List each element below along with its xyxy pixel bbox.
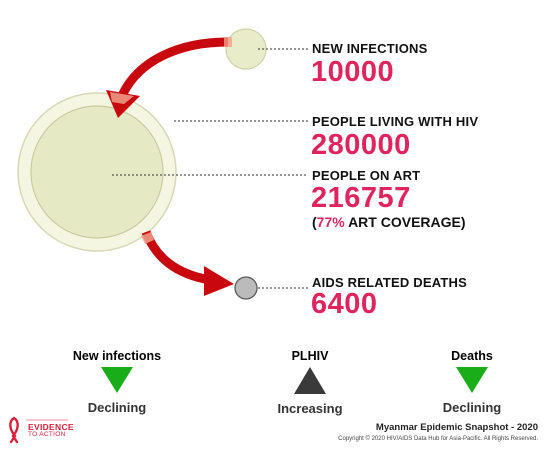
art-coverage: (77% ART COVERAGE) xyxy=(312,214,466,230)
death-flow-arrow xyxy=(141,230,211,285)
logo-line2: TO ACTION xyxy=(28,431,66,438)
deaths-label: AIDS RELATED DEATHS xyxy=(312,275,467,290)
coverage-percent: 77% xyxy=(316,214,345,230)
infection-flow-arrow xyxy=(117,37,229,98)
coverage-text: ART COVERAGE) xyxy=(344,214,466,230)
arrow-end-tint xyxy=(110,92,134,104)
footer-copyright: Copyright © 2020 HIV/AIDS Data Hub for A… xyxy=(338,436,538,442)
trend-status-new-infections: Declining xyxy=(87,400,147,415)
new-infections-label: NEW INFECTIONS xyxy=(312,41,428,56)
trend-title-plhiv: PLHIV xyxy=(291,349,329,363)
trend-down-icon-deaths xyxy=(456,367,488,393)
evidence-to-action-logo: EVIDENCE TO ACTION xyxy=(6,414,86,449)
red-ribbon-icon xyxy=(9,416,68,444)
trend-down-icon-new-infections xyxy=(101,367,133,393)
death-arrow-start-tint xyxy=(141,232,154,244)
logo-line1: EVIDENCE xyxy=(28,422,74,432)
plhiv-label: PEOPLE LIVING WITH HIV xyxy=(312,114,479,129)
trend-title-deaths: Deaths xyxy=(451,349,493,363)
art-value: 216757 xyxy=(311,182,411,214)
art-circle xyxy=(30,105,164,239)
trend-status-plhiv: Increasing xyxy=(277,401,343,416)
deaths-value: 6400 xyxy=(311,288,378,320)
trend-up-icon-plhiv xyxy=(294,367,326,394)
coverage-open: ( xyxy=(312,214,317,230)
arrow-start-tint xyxy=(224,37,232,47)
plhiv-value: 280000 xyxy=(311,129,411,161)
footer-title: Myanmar Epidemic Snapshot - 2020 xyxy=(375,422,538,433)
art-label: PEOPLE ON ART xyxy=(312,168,421,183)
trend-status-deaths: Declining xyxy=(442,400,502,415)
deaths-circle xyxy=(234,276,258,300)
new-infections-value: 10000 xyxy=(311,56,395,88)
death-arrowhead xyxy=(204,266,234,296)
trend-title-new-infections: New infections xyxy=(72,349,162,363)
